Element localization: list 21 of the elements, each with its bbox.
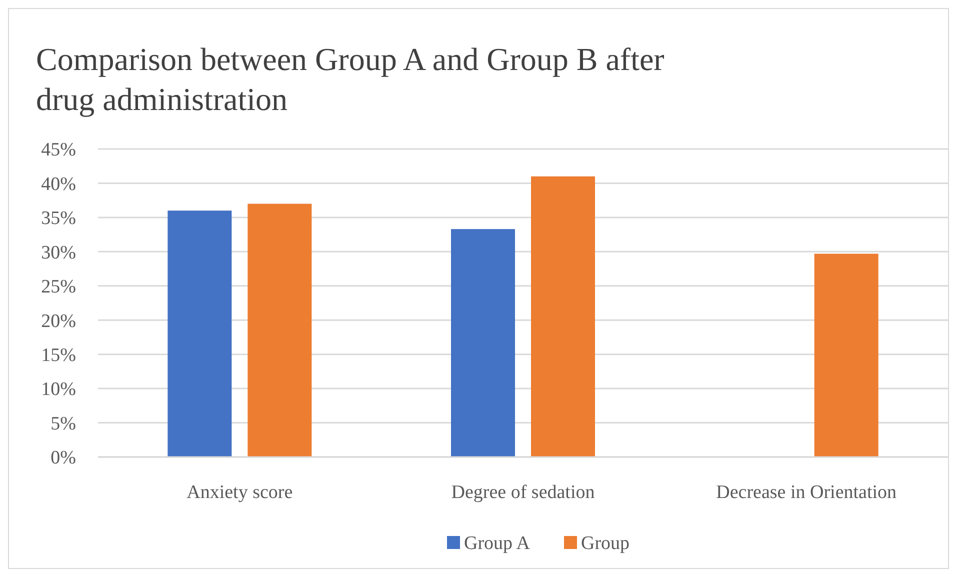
- x-tick-label: Anxiety score: [186, 482, 293, 503]
- bar: [248, 204, 312, 457]
- y-tick-label: 30%: [41, 242, 76, 264]
- chart-title: Comparison between Group A and Group B after drug administration: [36, 41, 665, 117]
- y-tick-label: 25%: [41, 276, 76, 298]
- bar: [531, 176, 595, 457]
- y-tick-label: 5%: [50, 413, 76, 434]
- y-tick-label: 40%: [41, 174, 76, 195]
- bar: [814, 254, 878, 457]
- y-tick-label: 45%: [41, 140, 76, 161]
- y-tick-label: 35%: [41, 208, 76, 230]
- y-tick-label: 20%: [41, 310, 76, 332]
- bar: [168, 210, 232, 457]
- y-tick-label: 15%: [41, 344, 76, 366]
- x-tick-label: Degree of sedation: [451, 482, 596, 503]
- y-tick-label: 10%: [41, 379, 76, 400]
- legend-label: Group: [581, 533, 630, 554]
- bar: [451, 229, 515, 457]
- y-tick-label: 0%: [50, 448, 76, 469]
- x-tick-label: Decrease in Orientation: [716, 482, 898, 503]
- legend-label: Group A: [464, 533, 530, 554]
